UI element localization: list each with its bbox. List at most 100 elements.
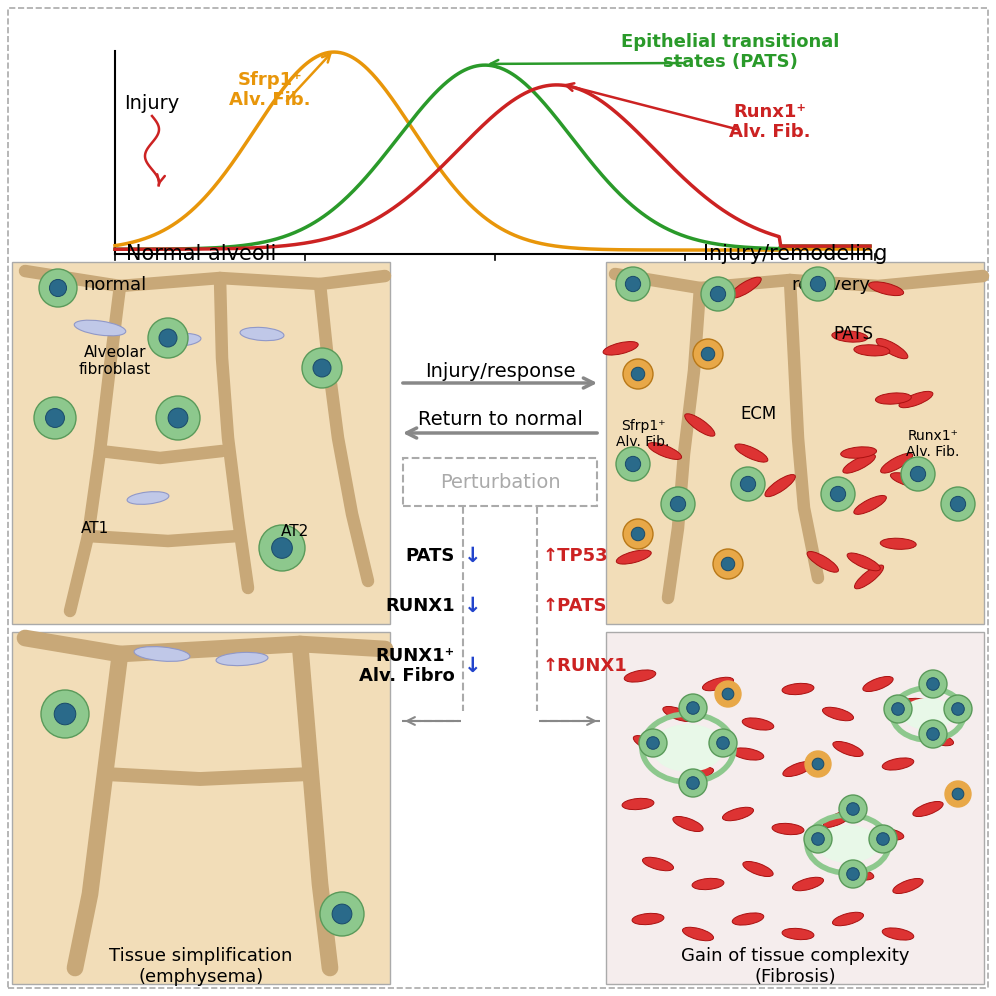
Circle shape: [41, 690, 89, 738]
Ellipse shape: [882, 758, 913, 770]
Text: Sfrp1⁺
Alv. Fib.: Sfrp1⁺ Alv. Fib.: [617, 419, 669, 449]
Circle shape: [661, 487, 695, 521]
Ellipse shape: [134, 646, 190, 661]
Circle shape: [701, 348, 715, 361]
Circle shape: [701, 277, 735, 311]
Text: ↓: ↓: [464, 596, 481, 616]
Text: ↑RUNX1: ↑RUNX1: [543, 657, 627, 675]
Circle shape: [941, 487, 975, 521]
Ellipse shape: [869, 282, 903, 296]
Ellipse shape: [663, 706, 693, 721]
Circle shape: [639, 729, 667, 757]
Ellipse shape: [875, 392, 911, 404]
Ellipse shape: [823, 707, 854, 721]
Circle shape: [693, 339, 723, 369]
Ellipse shape: [75, 320, 125, 336]
Ellipse shape: [876, 339, 908, 359]
Circle shape: [259, 525, 305, 571]
Ellipse shape: [880, 538, 916, 550]
Circle shape: [320, 892, 364, 936]
Ellipse shape: [722, 808, 754, 821]
Text: ↓: ↓: [464, 546, 481, 566]
Ellipse shape: [624, 670, 655, 682]
Circle shape: [731, 467, 765, 501]
Circle shape: [679, 769, 707, 797]
Circle shape: [926, 728, 939, 740]
Text: ↑TP53: ↑TP53: [543, 547, 609, 565]
Ellipse shape: [240, 328, 284, 341]
Circle shape: [884, 695, 912, 723]
Ellipse shape: [848, 553, 880, 571]
Ellipse shape: [863, 676, 893, 691]
Text: PATS: PATS: [405, 547, 455, 565]
Text: PATS: PATS: [833, 325, 873, 343]
Ellipse shape: [824, 811, 853, 828]
Text: ↑PATS: ↑PATS: [543, 597, 608, 615]
Circle shape: [46, 408, 65, 427]
Circle shape: [623, 519, 653, 549]
Ellipse shape: [913, 802, 943, 817]
Ellipse shape: [735, 444, 768, 462]
FancyBboxPatch shape: [403, 458, 597, 506]
Text: Epithelial transitional
states (PATS): Epithelial transitional states (PATS): [621, 33, 840, 72]
Ellipse shape: [902, 698, 954, 730]
Circle shape: [168, 408, 188, 428]
Text: RUNX1⁺
Alv. Fibro: RUNX1⁺ Alv. Fibro: [360, 646, 455, 685]
Ellipse shape: [617, 550, 651, 564]
Text: Tissue simplification
(emphysema): Tissue simplification (emphysema): [110, 947, 293, 986]
Ellipse shape: [843, 868, 873, 880]
Circle shape: [839, 795, 867, 823]
Circle shape: [148, 318, 188, 358]
Ellipse shape: [817, 825, 879, 863]
Circle shape: [847, 803, 860, 816]
Ellipse shape: [673, 817, 703, 832]
Circle shape: [686, 702, 699, 714]
Circle shape: [831, 486, 846, 502]
Ellipse shape: [855, 565, 883, 589]
Ellipse shape: [807, 552, 839, 573]
Ellipse shape: [892, 878, 923, 893]
Circle shape: [847, 868, 860, 880]
Ellipse shape: [782, 928, 814, 939]
Ellipse shape: [765, 474, 796, 497]
Text: Gain of tissue complexity
(Fibrosis): Gain of tissue complexity (Fibrosis): [680, 947, 909, 986]
Ellipse shape: [841, 447, 876, 458]
Circle shape: [952, 703, 964, 715]
Circle shape: [717, 737, 729, 749]
Circle shape: [313, 359, 331, 377]
Text: normal: normal: [84, 276, 146, 294]
Ellipse shape: [880, 453, 912, 473]
Ellipse shape: [782, 683, 814, 694]
Circle shape: [616, 267, 650, 301]
Ellipse shape: [833, 912, 864, 925]
Circle shape: [709, 729, 737, 757]
Circle shape: [34, 397, 76, 439]
Circle shape: [625, 276, 640, 292]
Ellipse shape: [783, 762, 813, 777]
Text: Runx1⁺
Alv. Fib.: Runx1⁺ Alv. Fib.: [906, 429, 960, 459]
Circle shape: [715, 681, 741, 707]
Circle shape: [901, 457, 935, 491]
FancyBboxPatch shape: [606, 262, 984, 624]
Circle shape: [740, 476, 756, 492]
Circle shape: [302, 348, 342, 388]
Circle shape: [50, 280, 67, 297]
Circle shape: [332, 904, 352, 924]
Text: Sfrp1⁺
Alv. Fib.: Sfrp1⁺ Alv. Fib.: [229, 71, 311, 110]
Circle shape: [670, 496, 685, 512]
Ellipse shape: [632, 913, 664, 924]
Text: Injury/remodeling: Injury/remodeling: [703, 244, 887, 264]
Circle shape: [721, 557, 735, 571]
Ellipse shape: [772, 824, 804, 835]
Circle shape: [919, 670, 947, 698]
Ellipse shape: [732, 748, 764, 760]
Text: Injury/response: Injury/response: [424, 362, 576, 380]
Circle shape: [801, 267, 835, 301]
Circle shape: [54, 703, 76, 725]
Ellipse shape: [742, 718, 774, 730]
FancyBboxPatch shape: [8, 8, 988, 988]
Ellipse shape: [843, 454, 875, 473]
Circle shape: [952, 788, 964, 800]
Text: ECM: ECM: [740, 405, 776, 423]
Circle shape: [919, 720, 947, 748]
